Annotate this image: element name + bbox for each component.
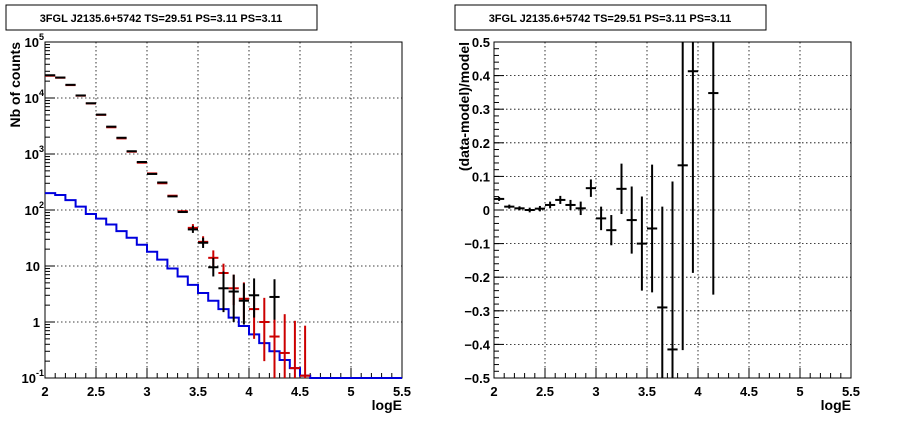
residual-point <box>514 206 525 211</box>
counts-red-point <box>289 320 300 378</box>
counts-y-tick-label: 1 <box>33 315 40 330</box>
counts-black-point <box>187 225 198 233</box>
residuals-title-box <box>454 4 767 31</box>
residual-point <box>565 199 576 210</box>
counts-y-axis-title: Nb of counts <box>7 42 23 128</box>
residuals-y-tick-label: −0.4 <box>464 337 490 352</box>
counts-black-point <box>218 271 229 313</box>
counts-x-axis-title: logE <box>372 397 402 413</box>
residuals-x-tick-label: 2.5 <box>536 384 554 399</box>
residuals-x-tick-label: 4.5 <box>740 384 758 399</box>
counts-plot-frame <box>44 41 403 379</box>
counts-black-point <box>269 279 280 320</box>
counts-x-tick-label: 4 <box>245 384 253 399</box>
residual-point <box>687 42 698 273</box>
residual-point <box>667 181 678 378</box>
residual-point <box>657 206 668 378</box>
counts-x-tick-label: 5 <box>347 384 354 399</box>
residual-point <box>626 186 637 254</box>
counts-red-point <box>279 314 290 378</box>
counts-black-point <box>198 237 209 248</box>
residuals-y-tick-label: 0 <box>483 203 490 218</box>
counts-y-tick-label: 103 <box>25 144 44 162</box>
residual-point <box>606 215 617 246</box>
residuals-x-axis-title: logE <box>821 397 851 413</box>
counts-x-tick-label: 3 <box>143 384 150 399</box>
residual-point <box>545 201 556 209</box>
residuals-y-tick-label: −0.3 <box>464 304 490 319</box>
residual-point <box>708 42 719 295</box>
residuals-x-tick-label: 5 <box>796 384 803 399</box>
counts-red-point <box>300 325 311 378</box>
residuals-panel: 3FGL J2135.6+5742 TS=29.51 PS=3.11 PS=3.… <box>454 4 860 413</box>
residuals-x-tick-label: 5.5 <box>842 384 860 399</box>
counts-y-tick-label: 10-1 <box>22 368 44 386</box>
counts-panel: 3FGL J2135.6+5742 TS=29.51 PS=3.11 PS=3.… <box>5 4 411 413</box>
counts-y-tick-label: 105 <box>25 32 44 50</box>
counts-y-tick-label: 104 <box>25 88 44 106</box>
residuals-y-tick-label: −0.1 <box>464 237 490 252</box>
counts-x-tick-label: 2.5 <box>87 384 105 399</box>
counts-x-tick-label: 2 <box>41 384 48 399</box>
residual-point <box>524 207 535 213</box>
counts-y-tick-label: 10 <box>26 259 40 274</box>
residuals-title: 3FGL J2135.6+5742 TS=29.51 PS=3.11 PS=3.… <box>489 13 732 25</box>
counts-x-tick-label: 5.5 <box>393 384 411 399</box>
residuals-x-tick-label: 3.5 <box>638 384 656 399</box>
counts-black-point <box>249 278 260 318</box>
residuals-y-tick-label: 0.3 <box>472 102 490 117</box>
residual-point <box>636 196 647 291</box>
counts-x-tick-label: 4.5 <box>291 384 309 399</box>
residual-point <box>677 42 688 351</box>
residuals-y-tick-label: 0.1 <box>472 169 490 184</box>
residuals-y-tick-label: 0.2 <box>472 136 490 151</box>
residuals-y-axis-title: (data-model)/model <box>456 42 472 171</box>
residual-point <box>555 195 566 204</box>
residual-point <box>534 205 545 212</box>
residual-point <box>575 201 586 216</box>
counts-black-point <box>208 257 219 277</box>
residual-point <box>647 164 658 293</box>
counts-x-tick-label: 3.5 <box>189 384 207 399</box>
residuals-x-tick-label: 3 <box>592 384 599 399</box>
residuals-x-tick-label: 2 <box>490 384 497 399</box>
counts-title-box <box>5 4 318 31</box>
residuals-x-tick-label: 4 <box>694 384 702 399</box>
residual-point <box>596 206 607 231</box>
residuals-y-tick-label: −0.5 <box>464 371 490 386</box>
residual-point <box>504 204 515 209</box>
residual-point <box>616 163 627 215</box>
residuals-y-tick-label: 0.4 <box>472 69 491 84</box>
counts-black-point <box>238 283 249 325</box>
residuals-y-tick-label: −0.2 <box>464 270 490 285</box>
residual-point <box>585 179 596 197</box>
counts-title: 3FGL J2135.6+5742 TS=29.51 PS=3.11 PS=3.… <box>40 13 283 25</box>
counts-y-tick-label: 102 <box>25 200 44 218</box>
residual-point <box>494 196 505 201</box>
counts-black-point <box>228 274 239 322</box>
residuals-y-tick-label: 0.5 <box>472 35 490 50</box>
counts-red-point <box>259 297 270 362</box>
